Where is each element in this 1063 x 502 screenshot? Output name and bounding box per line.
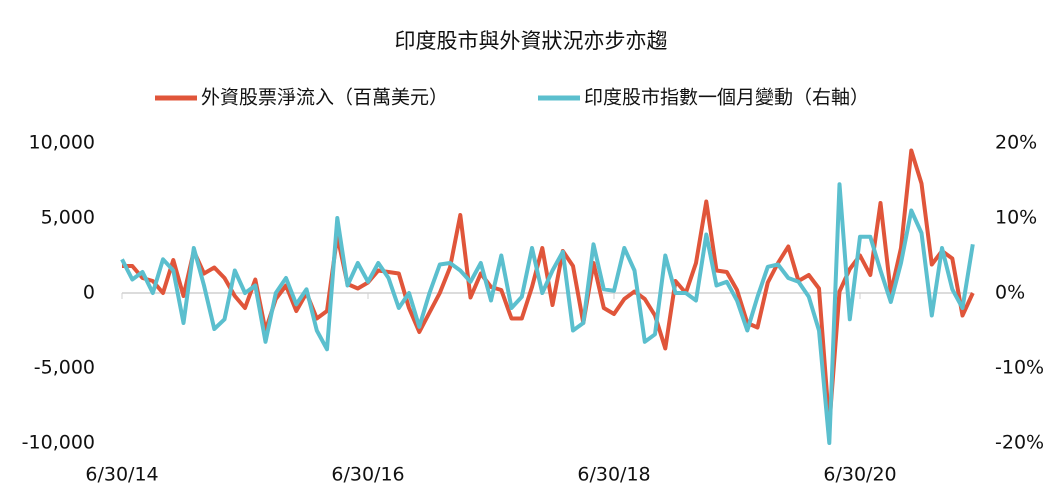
x-tick-label: 6/30/14 xyxy=(85,464,158,486)
y-tick-label: -5,000 xyxy=(34,357,95,379)
y-tick-label: -10,000 xyxy=(22,432,95,454)
y2-tick-label: 20% xyxy=(995,132,1037,154)
y-tick-label: 0 xyxy=(83,282,95,304)
x-tick-label: 6/30/18 xyxy=(577,464,650,486)
y2-tick-label: -10% xyxy=(995,357,1044,379)
y2-tick-label: 0% xyxy=(995,282,1025,304)
y-tick-label: 10,000 xyxy=(29,132,95,154)
y-tick-label: 5,000 xyxy=(41,207,95,229)
x-tick-label: 6/30/16 xyxy=(331,464,404,486)
y2-tick-label: 10% xyxy=(995,207,1037,229)
series-line xyxy=(120,182,975,445)
legend-label: 外資股票淨流入（百萬美元） xyxy=(201,87,448,109)
chart-title: 印度股市與外資狀況亦步亦趨 xyxy=(395,29,668,53)
legend-label: 印度股市指數一個月變動（右軸） xyxy=(584,87,869,109)
y2-tick-label: -20% xyxy=(995,432,1044,454)
x-tick-label: 6/30/20 xyxy=(823,464,896,486)
